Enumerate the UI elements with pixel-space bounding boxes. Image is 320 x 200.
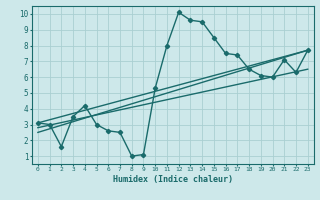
X-axis label: Humidex (Indice chaleur): Humidex (Indice chaleur) [113,175,233,184]
